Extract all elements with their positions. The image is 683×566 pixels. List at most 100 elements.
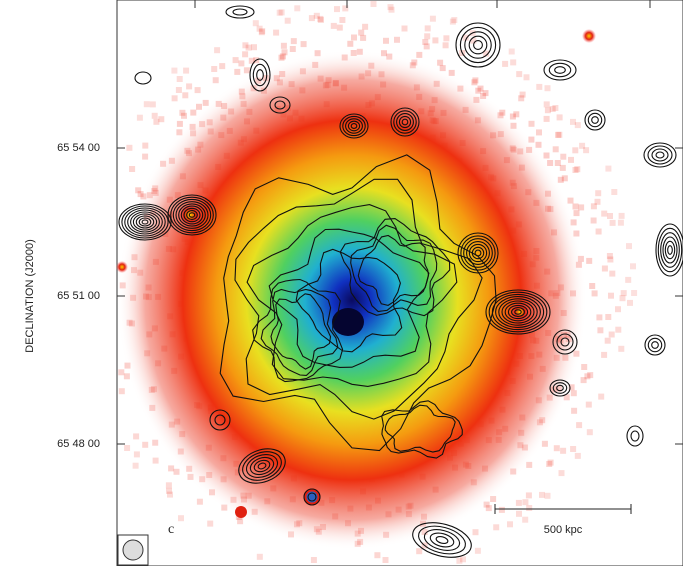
noise-pixel bbox=[516, 511, 522, 517]
noise-pixel bbox=[152, 113, 158, 119]
noise-pixel bbox=[559, 470, 565, 476]
noise-pixel bbox=[214, 47, 220, 53]
noise-pixel bbox=[279, 55, 285, 61]
noise-pixel bbox=[174, 469, 180, 475]
noise-pixel bbox=[596, 314, 602, 320]
noise-pixel bbox=[545, 85, 551, 91]
noise-pixel bbox=[522, 517, 528, 523]
noise-pixel bbox=[451, 17, 457, 23]
noise-pixel bbox=[337, 25, 343, 31]
noise-pixel bbox=[607, 253, 613, 259]
source bbox=[116, 261, 128, 273]
noise-pixel bbox=[176, 87, 182, 93]
noise-pixel bbox=[562, 175, 568, 181]
noise-pixel bbox=[351, 35, 357, 41]
noise-pixel bbox=[581, 364, 587, 370]
noise-pixel bbox=[587, 429, 593, 435]
noise-pixel bbox=[586, 402, 592, 408]
noise-pixel bbox=[586, 258, 592, 264]
noise-pixel bbox=[383, 38, 389, 44]
y-axis-label: DECLINATION (J2000) bbox=[24, 239, 36, 353]
noise-pixel bbox=[244, 67, 250, 73]
noise-pixel bbox=[513, 111, 519, 117]
noise-pixel bbox=[186, 83, 192, 89]
noise-pixel bbox=[560, 165, 566, 171]
noise-pixel bbox=[273, 30, 279, 36]
noise-pixel bbox=[573, 204, 579, 210]
noise-pixel bbox=[291, 38, 297, 44]
figure: 65 54 00 65 51 00 65 48 00 DECLINATION (… bbox=[0, 0, 683, 566]
noise-pixel bbox=[552, 105, 558, 111]
noise-pixel bbox=[424, 33, 430, 39]
noise-pixel bbox=[152, 440, 158, 446]
noise-pixel bbox=[167, 492, 173, 498]
beam-ellipse bbox=[123, 540, 143, 560]
noise-pixel bbox=[233, 57, 239, 63]
noise-pixel bbox=[183, 68, 189, 74]
noise-pixel bbox=[522, 499, 528, 505]
noise-pixel bbox=[573, 167, 579, 173]
noise-pixel bbox=[526, 505, 532, 511]
noise-pixel bbox=[529, 121, 535, 127]
noise-pixel bbox=[124, 445, 130, 451]
noise-pixel bbox=[153, 458, 159, 464]
noise-pixel bbox=[416, 548, 422, 554]
x-ray-peak bbox=[332, 308, 364, 336]
y-tick-label: 65 48 00 bbox=[57, 438, 100, 450]
noise-pixel bbox=[402, 26, 408, 32]
noise-pixel bbox=[631, 290, 637, 296]
noise-pixel bbox=[611, 189, 617, 195]
noise-pixel bbox=[610, 220, 616, 226]
noise-pixel bbox=[126, 145, 132, 151]
source bbox=[305, 490, 319, 504]
source bbox=[582, 29, 596, 43]
noise-pixel bbox=[555, 132, 561, 138]
noise-pixel bbox=[608, 293, 614, 299]
noise-pixel bbox=[129, 166, 135, 172]
noise-pixel bbox=[207, 521, 213, 527]
noise-pixel bbox=[609, 271, 615, 277]
noise-pixel bbox=[460, 556, 466, 562]
noise-pixel bbox=[142, 143, 148, 149]
noise-pixel bbox=[571, 390, 577, 396]
noise-pixel bbox=[499, 507, 505, 513]
noise-pixel bbox=[424, 43, 430, 49]
noise-pixel bbox=[595, 190, 601, 196]
noise-pixel bbox=[430, 16, 436, 22]
noise-pixel bbox=[539, 492, 545, 498]
noise-pixel bbox=[360, 35, 366, 41]
noise-pixel bbox=[609, 332, 615, 338]
beam bbox=[118, 535, 148, 565]
noise-pixel bbox=[285, 18, 291, 24]
noise-pixel bbox=[432, 37, 438, 43]
noise-pixel bbox=[242, 51, 248, 57]
noise-pixel bbox=[601, 211, 607, 217]
noise-pixel bbox=[347, 41, 353, 47]
noise-pixel bbox=[520, 92, 526, 98]
noise-pixel bbox=[281, 43, 287, 49]
noise-pixel bbox=[118, 369, 124, 375]
noise-pixel bbox=[234, 69, 240, 75]
noise-pixel bbox=[570, 446, 576, 452]
noise-pixel bbox=[437, 60, 443, 66]
y-tick-label: 65 54 00 bbox=[57, 142, 100, 154]
noise-pixel bbox=[557, 114, 563, 120]
noise-pixel bbox=[619, 213, 625, 219]
noise-pixel bbox=[134, 451, 140, 457]
noise-pixel bbox=[197, 499, 203, 505]
noise-pixel bbox=[554, 445, 560, 451]
y-tick-label: 65 51 00 bbox=[57, 290, 100, 302]
noise-pixel bbox=[290, 46, 296, 52]
noise-pixel bbox=[583, 147, 589, 153]
noise-pixel bbox=[597, 327, 603, 333]
noise-pixel bbox=[592, 290, 598, 296]
noise-pixel bbox=[581, 377, 587, 383]
noise-pixel bbox=[516, 500, 522, 506]
noise-pixel bbox=[362, 24, 368, 30]
noise-pixel bbox=[574, 210, 580, 216]
noise-pixel bbox=[475, 548, 481, 554]
noise-pixel bbox=[575, 453, 581, 459]
noise-pixel bbox=[177, 76, 183, 82]
noise-pixel bbox=[251, 44, 257, 50]
noise-pixel bbox=[571, 408, 577, 414]
